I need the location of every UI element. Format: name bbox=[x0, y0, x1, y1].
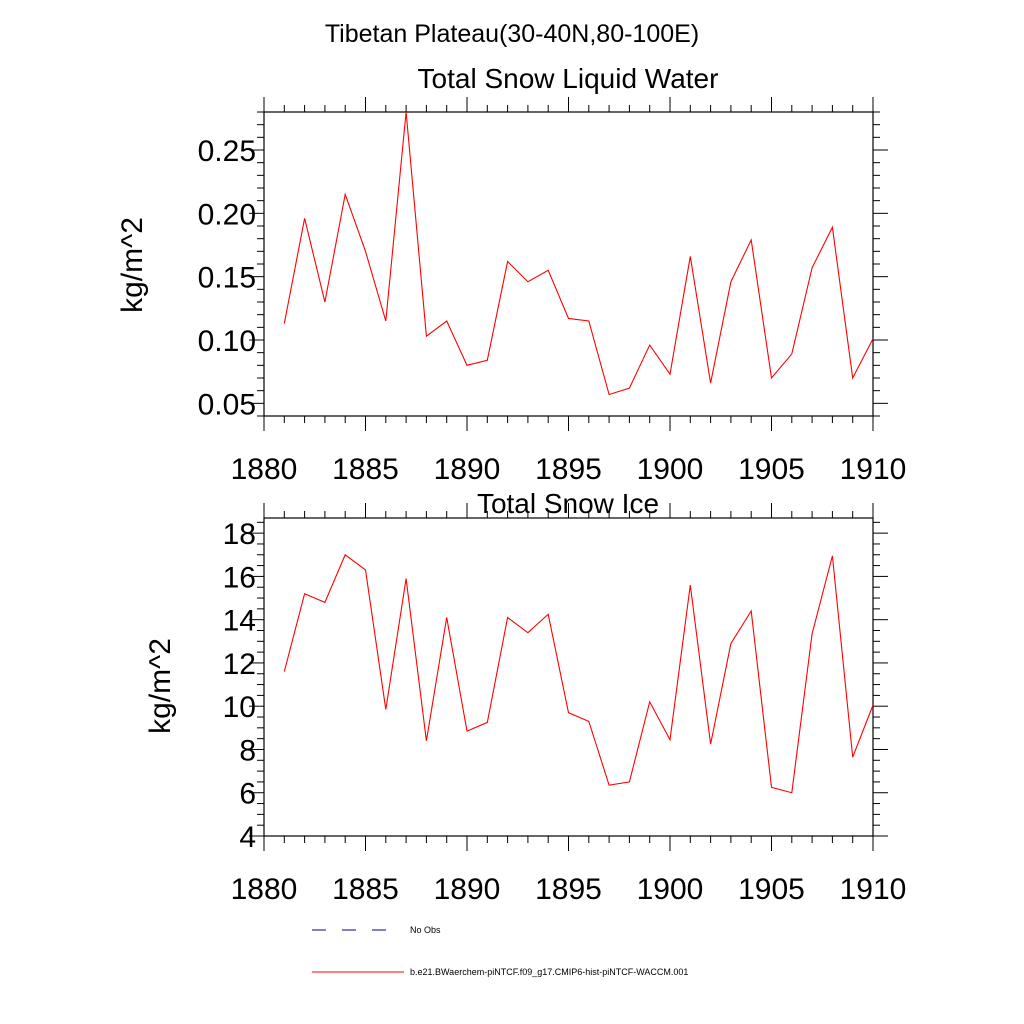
y-tick-label: 12 bbox=[223, 648, 256, 681]
x-tick-label: 1905 bbox=[738, 453, 805, 486]
x-tick-label: 1910 bbox=[840, 873, 907, 906]
y-tick-label: 6 bbox=[239, 778, 256, 811]
x-tick-label: 1880 bbox=[231, 873, 298, 906]
legend-label-no-obs: No Obs bbox=[410, 925, 441, 935]
x-tick-label: 1880 bbox=[231, 453, 298, 486]
axis-ticks bbox=[249, 503, 888, 851]
x-tick-label: 1895 bbox=[535, 453, 602, 486]
x-tick-label: 1890 bbox=[434, 453, 501, 486]
y-tick-labels: 0.05 0.10 0.15 0.20 0.25 bbox=[198, 135, 256, 421]
y-tick-label: 10 bbox=[223, 691, 256, 724]
y-tick-label: 0.10 bbox=[198, 325, 256, 358]
y-tick-label: 0.25 bbox=[198, 135, 256, 168]
chart-title: Total Snow Liquid Water bbox=[418, 63, 719, 94]
y-tick-label: 4 bbox=[239, 821, 256, 854]
series-group bbox=[283, 553, 874, 794]
y-axis-label: kg/m^2 bbox=[116, 217, 149, 313]
series-line bbox=[283, 111, 874, 396]
y-tick-label: 14 bbox=[223, 605, 256, 638]
x-tick-labels: 1880 1885 1890 1895 1900 1905 1910 bbox=[231, 873, 907, 906]
plot-frame bbox=[263, 111, 874, 417]
x-tick-label: 1900 bbox=[637, 453, 704, 486]
y-tick-label: 0.05 bbox=[198, 388, 256, 421]
x-tick-label: 1900 bbox=[637, 873, 704, 906]
suptitle: Tibetan Plateau(30-40N,80-100E) bbox=[325, 20, 699, 48]
y-tick-label: 0.15 bbox=[198, 262, 256, 295]
x-tick-label: 1885 bbox=[332, 453, 399, 486]
x-tick-label: 1910 bbox=[840, 453, 907, 486]
y-tick-labels: 4 6 8 10 12 14 16 18 bbox=[223, 518, 256, 854]
x-tick-label: 1890 bbox=[434, 873, 501, 906]
y-tick-label: 18 bbox=[223, 518, 256, 551]
legend-label-model: b.e21.BWaerchem-piNTCF.f09_g17.CMIP6-his… bbox=[410, 967, 688, 977]
series-group bbox=[283, 111, 874, 396]
y-tick-label: 8 bbox=[239, 734, 256, 767]
series-line bbox=[283, 553, 874, 794]
axis-ticks bbox=[249, 97, 888, 431]
plot-frame bbox=[263, 517, 874, 837]
x-tick-label: 1905 bbox=[738, 873, 805, 906]
x-tick-labels: 1880 1885 1890 1895 1900 1905 1910 bbox=[231, 453, 907, 486]
panel-snow-liquid-water: Total Snow Liquid Water kg/m^2 0.050.100… bbox=[116, 63, 906, 486]
x-tick-label: 1885 bbox=[332, 873, 399, 906]
legend: No Obs b.e21.BWaerchem-piNTCF.f09_g17.CM… bbox=[312, 925, 688, 977]
y-tick-label: 0.20 bbox=[198, 198, 256, 231]
x-tick-label: 1895 bbox=[535, 873, 602, 906]
y-axis-label: kg/m^2 bbox=[144, 638, 177, 734]
y-tick-label: 16 bbox=[223, 561, 256, 594]
